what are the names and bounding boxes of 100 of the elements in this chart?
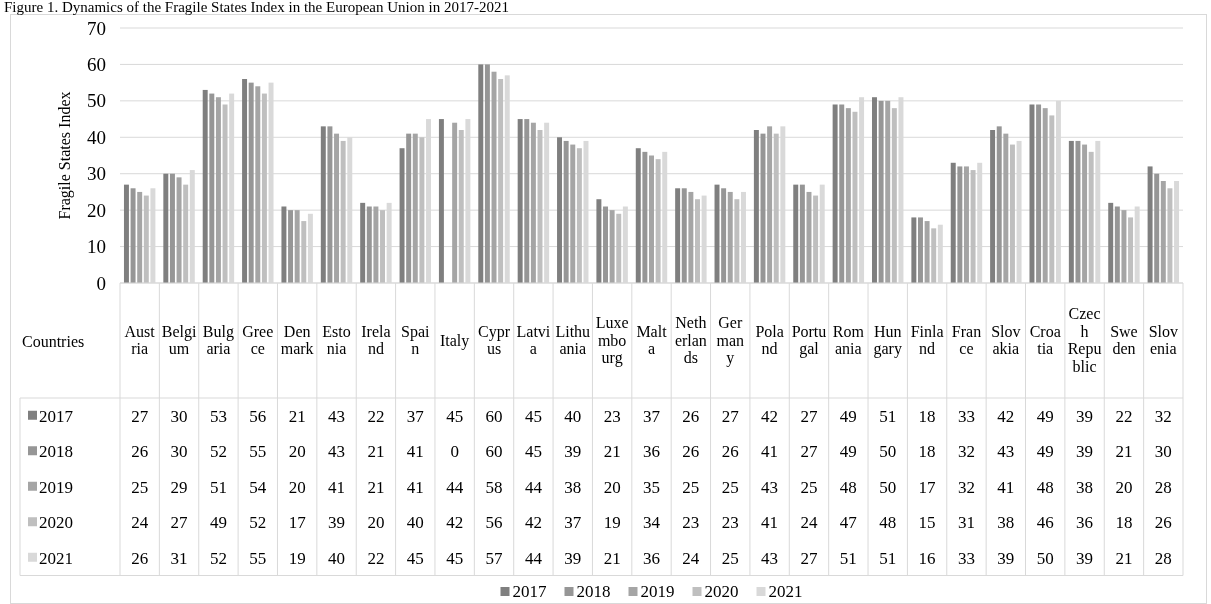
bar [169, 173, 175, 283]
data-label: 23 [721, 513, 739, 533]
bar [1160, 181, 1166, 283]
bar [1003, 133, 1009, 283]
bar [990, 130, 996, 283]
bar [294, 210, 300, 283]
bar [832, 104, 838, 283]
y-tick-label: 40 [87, 126, 106, 148]
data-label: 25 [800, 477, 818, 497]
bar [222, 104, 228, 283]
bar [773, 133, 779, 283]
data-label: 36 [1076, 513, 1094, 533]
data-label: 48 [879, 513, 897, 533]
bar [412, 133, 418, 283]
data-label: 39 [1076, 548, 1094, 568]
bar [183, 184, 189, 283]
x-tick-label: Portugal [791, 322, 827, 359]
bar [681, 188, 687, 283]
data-label: 17 [288, 513, 307, 533]
bar [215, 97, 221, 283]
data-label: 31 [957, 513, 975, 533]
bar [1114, 206, 1120, 283]
bar [603, 206, 608, 283]
x-tick-label: Finland [910, 322, 944, 358]
data-label: 34 [643, 513, 661, 533]
data-label: 21 [603, 548, 621, 568]
data-label: 27 [800, 442, 818, 462]
data-label: 28 [1154, 548, 1172, 568]
data-label: 58 [485, 477, 503, 497]
data-label: 51 [879, 406, 897, 426]
x-tick-label: Italy [439, 331, 470, 350]
legend-label: 2017 [39, 406, 74, 426]
text: 2020 [704, 582, 739, 601]
data-label: 26 [682, 406, 700, 426]
bar [1108, 202, 1114, 283]
data-label: 27 [800, 548, 818, 568]
data-label: 22 [367, 548, 385, 568]
x-tick-label: Cyprus [478, 322, 511, 358]
bar [281, 206, 287, 283]
x-tick-label: Luxembourg [595, 314, 629, 367]
text: 2019 [640, 582, 675, 601]
data-label: 20 [288, 442, 306, 462]
x-axis-title: Countries [22, 332, 85, 350]
bar [845, 108, 851, 283]
bar [872, 97, 877, 283]
y-tick-label: 60 [87, 54, 106, 76]
bar [616, 213, 622, 283]
bar [1036, 104, 1042, 283]
data-label: 47 [839, 513, 858, 533]
x-tick-label: Greece [242, 322, 274, 358]
data-label: 24 [131, 513, 149, 533]
y-tick-label: 30 [87, 163, 106, 185]
data-label: 25 [682, 477, 700, 497]
data-label: 22 [367, 406, 385, 426]
bar [688, 191, 694, 283]
bar [1068, 140, 1074, 283]
data-label: 50 [879, 477, 897, 497]
data-label: 27 [800, 406, 818, 426]
x-tick-label: Spain [401, 322, 431, 358]
bar [963, 166, 969, 283]
bar [360, 202, 366, 283]
data-label: 57 [485, 548, 504, 568]
bar [261, 93, 267, 283]
bar [695, 199, 700, 283]
data-label: 25 [721, 477, 739, 497]
data-label: 27 [131, 406, 149, 426]
data-label: 60 [485, 406, 503, 426]
bar [675, 188, 681, 283]
bar [1128, 217, 1134, 283]
data-label: 20 [367, 513, 385, 533]
data-label: 43 [997, 442, 1015, 462]
data-label: 51 [209, 477, 227, 497]
data-label: 49 [839, 406, 857, 426]
bar [1049, 115, 1055, 283]
data-label: 42 [997, 406, 1015, 426]
data-label: 39 [564, 548, 582, 568]
x-tick-label: Lithuania [555, 322, 591, 358]
bar [123, 184, 129, 283]
y-tick-label: 50 [87, 90, 106, 112]
bar [1042, 108, 1048, 283]
data-label: 33 [957, 406, 975, 426]
legend-label: 2019 [39, 477, 73, 497]
y-tick-label: 10 [87, 236, 106, 258]
bar [885, 100, 891, 283]
bar [419, 137, 425, 283]
data-label: 18 [1115, 513, 1133, 533]
y-tick-label: 20 [87, 199, 106, 221]
data-label: 50 [1036, 548, 1054, 568]
bar [458, 130, 464, 283]
data-label: 39 [1076, 406, 1094, 426]
x-tick-label: Estonia [322, 322, 351, 358]
bar [484, 64, 490, 283]
data-label: 37 [643, 406, 661, 426]
data-label: 39 [564, 442, 582, 462]
data-label: 21 [1115, 442, 1133, 462]
data-label: 38 [1076, 477, 1094, 497]
data-label: 23 [682, 513, 700, 533]
bar [557, 137, 563, 283]
x-tick-label: Latvia [516, 322, 551, 358]
data-label: 41 [328, 477, 346, 497]
